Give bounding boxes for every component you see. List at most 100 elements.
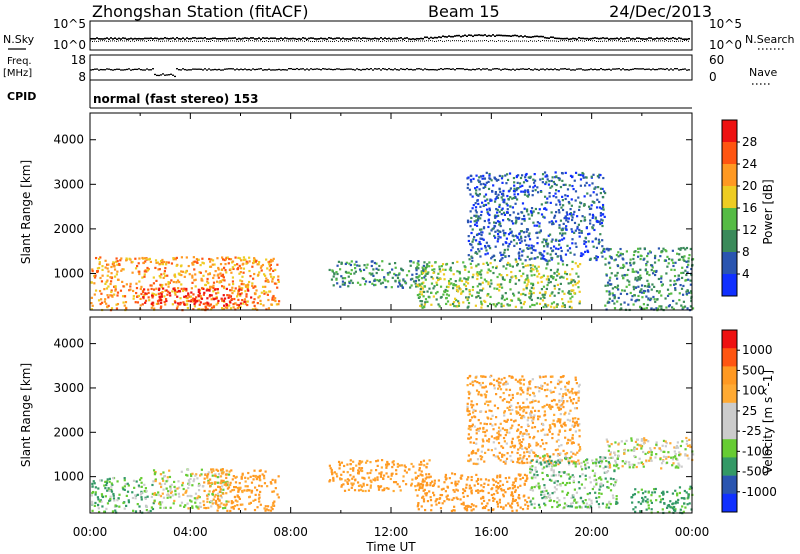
echo-cell [548,195,551,198]
echo-cell [490,199,493,202]
echo-cell [546,178,549,181]
search-noise-sample [220,40,221,42]
echo-cell [159,297,162,300]
search-noise-sample [590,40,591,42]
echo-cell [99,276,102,280]
freq-sample [118,68,120,70]
echo-cell [569,292,572,295]
echo-cell [411,273,414,276]
echo-cell [399,489,402,492]
echo-cell [496,502,499,506]
echo-cell [599,233,602,236]
echo-cell [245,284,248,287]
echo-cell [373,279,376,282]
echo-cell [470,216,473,220]
echo-cell [667,305,671,308]
echo-cell [190,495,193,498]
echo-cell [143,275,146,278]
echo-cell [458,279,461,282]
echo-cell [189,477,192,481]
echo-cell [519,473,522,476]
echo-cell [499,388,503,391]
echo-cell [237,256,240,260]
echo-cell [437,272,440,275]
echo-cell [498,187,501,190]
search-noise-sample [662,40,663,42]
search-noise-sample [294,40,295,42]
echo-cell [470,266,473,269]
echo-cell [528,455,531,458]
echo-cell [557,379,560,382]
echo-cell [564,215,567,218]
echo-cell [451,472,454,475]
echo-cell [232,485,236,489]
echo-cell [519,258,522,261]
echo-cell [144,299,148,302]
echo-cell [475,215,478,218]
echo-cell [482,204,486,207]
echo-cell [471,423,474,426]
echo-cell [191,274,194,277]
echo-cell [505,182,508,185]
echo-cell [602,247,605,251]
echo-cell [425,473,428,476]
echo-cell [579,254,583,258]
freq-sample [616,68,618,70]
echo-cell [480,237,483,240]
echo-cell [103,288,106,291]
echo-cell [230,502,233,505]
echo-cell [161,258,164,262]
echo-cell [496,240,499,243]
echo-cell [480,489,484,492]
echo-cell [166,476,169,479]
echo-cell [502,495,505,498]
search-noise-sample [104,40,105,42]
echo-cell [475,264,478,267]
echo-cell [687,263,690,266]
noise-sample [652,38,654,40]
echo-cell [252,474,255,478]
echo-cell [686,307,689,310]
echo-cell [244,476,247,479]
echo-cell [104,282,107,285]
echo-cell [277,280,280,283]
echo-cell [483,402,487,405]
echo-cell [639,254,642,257]
echo-cell [689,247,692,251]
echo-cell [594,217,597,220]
echo-cell [472,449,475,453]
echo-cell [498,501,502,504]
echo-cell [540,429,543,432]
echo-cell [519,388,522,391]
echo-cell [172,258,175,261]
noise-sample [280,37,282,40]
freq-sample [348,68,350,70]
echo-cell [538,231,541,234]
echo-cell [559,421,562,424]
echo-cell [494,198,497,201]
echo-cell [598,240,601,244]
echo-cell [483,177,487,180]
search-noise-sample [610,40,611,42]
echo-cell [550,391,553,394]
echo-cell [222,492,225,495]
echo-cell [574,171,578,174]
echo-cell [495,438,498,441]
echo-cell [530,292,533,296]
echo-cell [165,261,168,264]
echo-cell [500,274,503,277]
echo-cell [487,244,490,247]
echo-cell [452,489,455,492]
freq-sample [102,69,104,71]
echo-cell [546,262,549,266]
echo-cell [563,304,566,307]
echo-cell [443,500,446,503]
echo-cell [526,179,529,183]
echo-cell [460,474,463,477]
search-noise-sample [280,40,281,42]
echo-cell [469,243,472,246]
echo-cell [546,175,549,178]
echo-cell [204,306,208,309]
freq-sample [568,68,570,70]
echo-cell [496,220,500,223]
